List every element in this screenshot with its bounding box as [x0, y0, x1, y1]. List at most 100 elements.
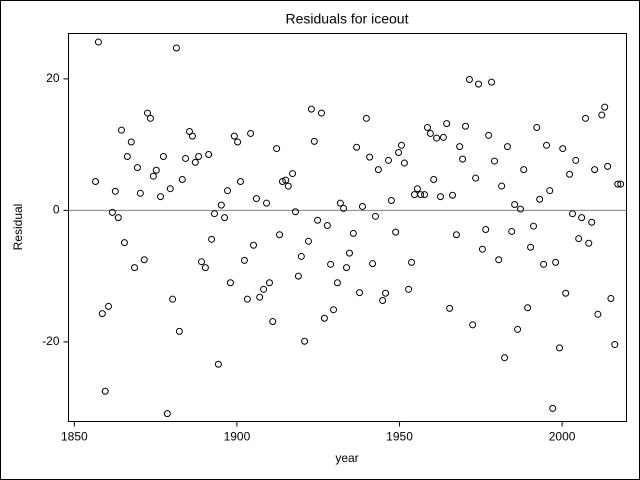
point	[152, 166, 160, 174]
y-tick-label: 0	[53, 203, 60, 217]
point	[214, 360, 222, 368]
point	[163, 410, 171, 418]
point	[478, 245, 486, 253]
point	[516, 205, 524, 213]
point	[604, 162, 612, 170]
point	[166, 185, 174, 193]
point	[456, 143, 464, 151]
plot-frame	[68, 33, 627, 422]
point	[475, 80, 483, 88]
point	[569, 210, 577, 218]
point	[230, 132, 238, 140]
x-tick-label: 1950	[386, 430, 413, 444]
point	[566, 170, 574, 178]
point	[379, 296, 387, 304]
point	[304, 237, 312, 245]
point	[101, 387, 109, 395]
point	[556, 344, 564, 352]
point	[144, 109, 152, 117]
point	[118, 126, 126, 134]
point	[446, 304, 454, 312]
point	[201, 264, 209, 272]
point	[400, 159, 408, 167]
point	[495, 256, 503, 264]
point	[310, 137, 318, 145]
point	[273, 145, 281, 153]
point	[263, 199, 271, 207]
point	[353, 143, 361, 151]
point	[301, 337, 309, 345]
point	[256, 293, 264, 301]
point	[498, 182, 506, 190]
point	[417, 191, 425, 199]
point	[323, 222, 331, 230]
point	[294, 272, 302, 280]
point	[149, 172, 157, 180]
point	[452, 231, 460, 239]
point	[195, 152, 203, 160]
point	[462, 122, 470, 130]
point	[423, 124, 431, 132]
point	[617, 180, 625, 188]
y-tick-label: 20	[46, 71, 60, 85]
x-axis-label: year	[335, 451, 358, 465]
point	[120, 239, 128, 247]
point	[382, 289, 390, 297]
point	[182, 154, 190, 162]
point	[524, 304, 532, 312]
point	[614, 180, 622, 188]
point	[94, 38, 102, 46]
point	[284, 182, 292, 190]
point	[333, 279, 341, 287]
point	[488, 78, 496, 86]
chart-title: Residuals for iceout	[286, 11, 409, 27]
point	[260, 285, 268, 293]
point	[362, 114, 370, 122]
point	[482, 225, 490, 233]
point	[433, 134, 441, 142]
point	[104, 302, 112, 310]
point	[237, 177, 245, 185]
point	[601, 103, 609, 111]
point	[136, 189, 144, 197]
y-tick-label: -20	[42, 334, 60, 348]
point	[140, 256, 148, 264]
point	[250, 241, 258, 249]
point	[611, 341, 619, 349]
point	[533, 124, 541, 132]
point	[114, 214, 122, 222]
point	[234, 138, 242, 146]
point	[205, 151, 213, 159]
point	[392, 228, 400, 236]
point	[395, 149, 403, 157]
point	[562, 289, 570, 297]
point	[314, 216, 322, 224]
point	[582, 114, 590, 122]
point	[349, 229, 357, 237]
point	[243, 295, 251, 303]
point	[276, 231, 284, 239]
point	[211, 210, 219, 218]
point	[449, 191, 457, 199]
point	[443, 120, 451, 128]
point	[508, 227, 516, 235]
point	[559, 145, 567, 153]
point	[503, 143, 511, 151]
point	[208, 235, 216, 243]
point	[98, 310, 106, 318]
point	[226, 279, 234, 287]
point	[546, 187, 554, 195]
point	[527, 243, 535, 251]
point	[159, 152, 167, 160]
point	[197, 258, 205, 266]
point	[405, 285, 413, 293]
point	[552, 258, 560, 266]
x-tick-label: 1850	[61, 430, 88, 444]
point	[459, 155, 467, 163]
point	[269, 318, 277, 326]
point	[520, 166, 528, 174]
point	[172, 44, 180, 52]
point	[585, 239, 593, 247]
